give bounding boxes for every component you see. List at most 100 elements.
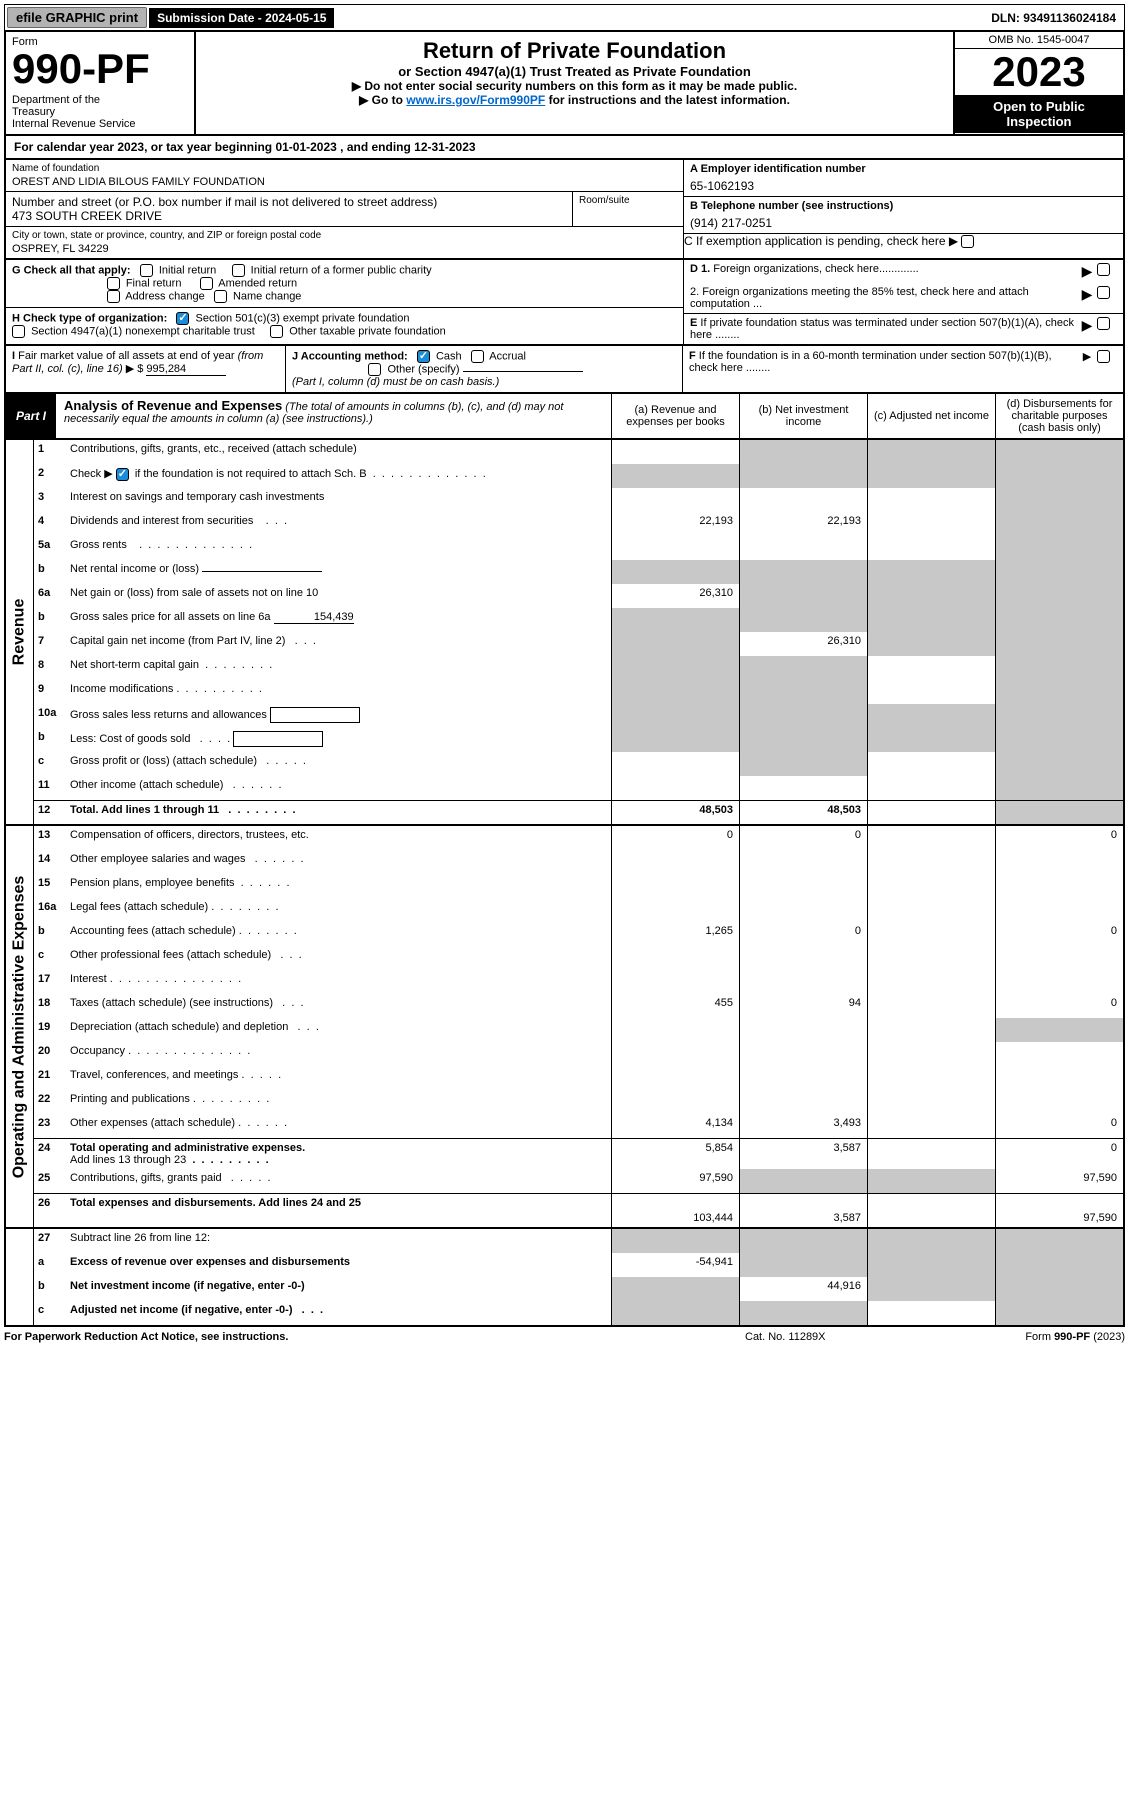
g-initial-return-checkbox[interactable] xyxy=(140,264,153,277)
form-number: 990-PF xyxy=(12,48,188,90)
part1-label: Part I xyxy=(6,394,56,438)
row-13: Compensation of officers, directors, tru… xyxy=(66,826,611,850)
row-7: Capital gain net income (from Part IV, l… xyxy=(66,632,611,656)
h-4947-checkbox[interactable] xyxy=(12,325,25,338)
row-12: Total. Add lines 1 through 11 . . . . . … xyxy=(66,801,611,824)
omb-number: OMB No. 1545-0047 xyxy=(955,32,1123,49)
department: Department of theTreasuryInternal Revenu… xyxy=(12,94,188,130)
row-20: Occupancy . . . . . . . . . . . . . . xyxy=(66,1042,611,1066)
revenue-label: Revenue xyxy=(11,599,29,666)
form-ref: Form 990-PF (2023) xyxy=(945,1331,1125,1343)
col-c-header: (c) Adjusted net income xyxy=(867,394,995,438)
street-address: 473 SOUTH CREEK DRIVE xyxy=(12,209,566,223)
row-6a: Net gain or (loss) from sale of assets n… xyxy=(66,584,611,608)
telephone: (914) 217-0251 xyxy=(690,212,1117,230)
row-27c: Adjusted net income (if negative, enter … xyxy=(66,1301,611,1325)
g-address-change-checkbox[interactable] xyxy=(107,290,120,303)
g-amended-checkbox[interactable] xyxy=(200,277,213,290)
expenses-label: Operating and Administrative Expenses xyxy=(11,875,29,1178)
g-former-charity-checkbox[interactable] xyxy=(232,264,245,277)
city-state-zip: OSPREY, FL 34229 xyxy=(12,241,677,255)
form-header: Form 990-PF Department of theTreasuryInt… xyxy=(4,31,1125,136)
f-label: F If the foundation is in a 60-month ter… xyxy=(689,350,1077,374)
tel-label: B Telephone number (see instructions) xyxy=(690,200,1117,212)
info-grid: Name of foundation OREST AND LIDIA BILOU… xyxy=(4,160,1125,260)
ijf-row: I Fair market value of all assets at end… xyxy=(4,346,1125,394)
row-24: Total operating and administrative expen… xyxy=(66,1139,611,1169)
city-label: City or town, state or province, country… xyxy=(12,230,677,241)
name-label: Name of foundation xyxy=(12,163,677,174)
row-16b: Accounting fees (attach schedule) . . . … xyxy=(66,922,611,946)
j-note: (Part I, column (d) must be on cash basi… xyxy=(292,376,499,388)
row-16a: Legal fees (attach schedule) . . . . . .… xyxy=(66,898,611,922)
pointer-icon: ▶ xyxy=(949,234,958,248)
row-27b: Net investment income (if negative, ente… xyxy=(66,1277,611,1301)
irs-link[interactable]: www.irs.gov/Form990PF xyxy=(406,93,545,107)
addr-label: Number and street (or P.O. box number if… xyxy=(12,195,566,209)
form-title: Return of Private Foundation xyxy=(202,38,947,64)
row-23: Other expenses (attach schedule) . . . .… xyxy=(66,1114,611,1138)
row-17: Interest . . . . . . . . . . . . . . . xyxy=(66,970,611,994)
c-checkbox[interactable] xyxy=(961,235,974,248)
f-checkbox[interactable] xyxy=(1097,350,1110,363)
top-bar: efile GRAPHIC print Submission Date - 20… xyxy=(4,4,1125,31)
j-cash-checkbox[interactable] xyxy=(417,350,430,363)
g-label: G Check all that apply: xyxy=(12,264,131,276)
open-public: Open to Public Inspection xyxy=(955,95,1123,133)
expenses-table: Operating and Administrative Expenses 13… xyxy=(4,826,1125,1229)
ein: 65-1062193 xyxy=(690,175,1117,193)
footer: For Paperwork Reduction Act Notice, see … xyxy=(4,1327,1125,1347)
row-4: Dividends and interest from securities .… xyxy=(66,512,611,536)
row-5b: Net rental income or (loss) xyxy=(66,560,611,584)
row-10c: Gross profit or (loss) (attach schedule)… xyxy=(66,752,611,776)
form-subtitle: or Section 4947(a)(1) Trust Treated as P… xyxy=(202,64,947,79)
ein-label: A Employer identification number xyxy=(690,163,1117,175)
room-label: Room/suite xyxy=(573,192,683,226)
row-1: Contributions, gifts, grants, etc., rece… xyxy=(66,440,611,464)
col-a-header: (a) Revenue and expenses per books xyxy=(611,394,739,438)
h-501c3-checkbox[interactable] xyxy=(176,312,189,325)
row-26: Total expenses and disbursements. Add li… xyxy=(66,1194,611,1227)
row-10b: Less: Cost of goods sold . . . . xyxy=(66,728,611,752)
d1-checkbox[interactable] xyxy=(1097,263,1110,276)
c-exemption-label: C If exemption application is pending, c… xyxy=(684,234,946,248)
row-25: Contributions, gifts, grants paid . . . … xyxy=(66,1169,611,1193)
j-other-checkbox[interactable] xyxy=(368,363,381,376)
submission-date: Submission Date - 2024-05-15 xyxy=(149,8,334,28)
line-27: 27Subtract line 26 from line 12: aExcess… xyxy=(4,1229,1125,1327)
g-final-return-checkbox[interactable] xyxy=(107,277,120,290)
row-18: Taxes (attach schedule) (see instruction… xyxy=(66,994,611,1018)
d2-checkbox[interactable] xyxy=(1097,286,1110,299)
efile-print-button[interactable]: efile GRAPHIC print xyxy=(7,7,147,28)
row-15: Pension plans, employee benefits . . . .… xyxy=(66,874,611,898)
j-accrual-checkbox[interactable] xyxy=(471,350,484,363)
calendar-year: For calendar year 2023, or tax year begi… xyxy=(4,136,1125,160)
part1-title: Analysis of Revenue and Expenses xyxy=(64,398,282,413)
g-name-change-checkbox[interactable] xyxy=(214,290,227,303)
check-section: G Check all that apply: Initial return I… xyxy=(4,260,1125,346)
row-27a: Excess of revenue over expenses and disb… xyxy=(66,1253,611,1277)
col-d-header: (d) Disbursements for charitable purpose… xyxy=(995,394,1123,438)
row-9: Income modifications . . . . . . . . . . xyxy=(66,680,611,704)
row-5a: Gross rents . . . . . . . . . . . . . xyxy=(66,536,611,560)
row-6b: Gross sales price for all assets on line… xyxy=(66,608,611,632)
row-27: Subtract line 26 from line 12: xyxy=(66,1229,611,1253)
row-3: Interest on savings and temporary cash i… xyxy=(66,488,611,512)
revenue-table: Revenue 1Contributions, gifts, grants, e… xyxy=(4,440,1125,826)
note-ssn: ▶ Do not enter social security numbers o… xyxy=(202,79,947,93)
e-label: E If private foundation status was termi… xyxy=(690,317,1077,341)
row-21: Travel, conferences, and meetings . . . … xyxy=(66,1066,611,1090)
foundation-name: OREST AND LIDIA BILOUS FAMILY FOUNDATION xyxy=(12,174,677,188)
dln: DLN: 93491136024184 xyxy=(983,8,1124,28)
part1-header: Part I Analysis of Revenue and Expenses … xyxy=(4,394,1125,440)
row-16c: Other professional fees (attach schedule… xyxy=(66,946,611,970)
row-22: Printing and publications . . . . . . . … xyxy=(66,1090,611,1114)
h-other-checkbox[interactable] xyxy=(270,325,283,338)
e-checkbox[interactable] xyxy=(1097,317,1110,330)
fmv-value: 995,284 xyxy=(146,363,226,376)
row-10a: Gross sales less returns and allowances xyxy=(66,704,611,728)
schb-checkbox[interactable] xyxy=(116,468,129,481)
j-label: J Accounting method: xyxy=(292,350,408,362)
row-8: Net short-term capital gain . . . . . . … xyxy=(66,656,611,680)
note-link: ▶ Go to www.irs.gov/Form990PF for instru… xyxy=(202,93,947,107)
